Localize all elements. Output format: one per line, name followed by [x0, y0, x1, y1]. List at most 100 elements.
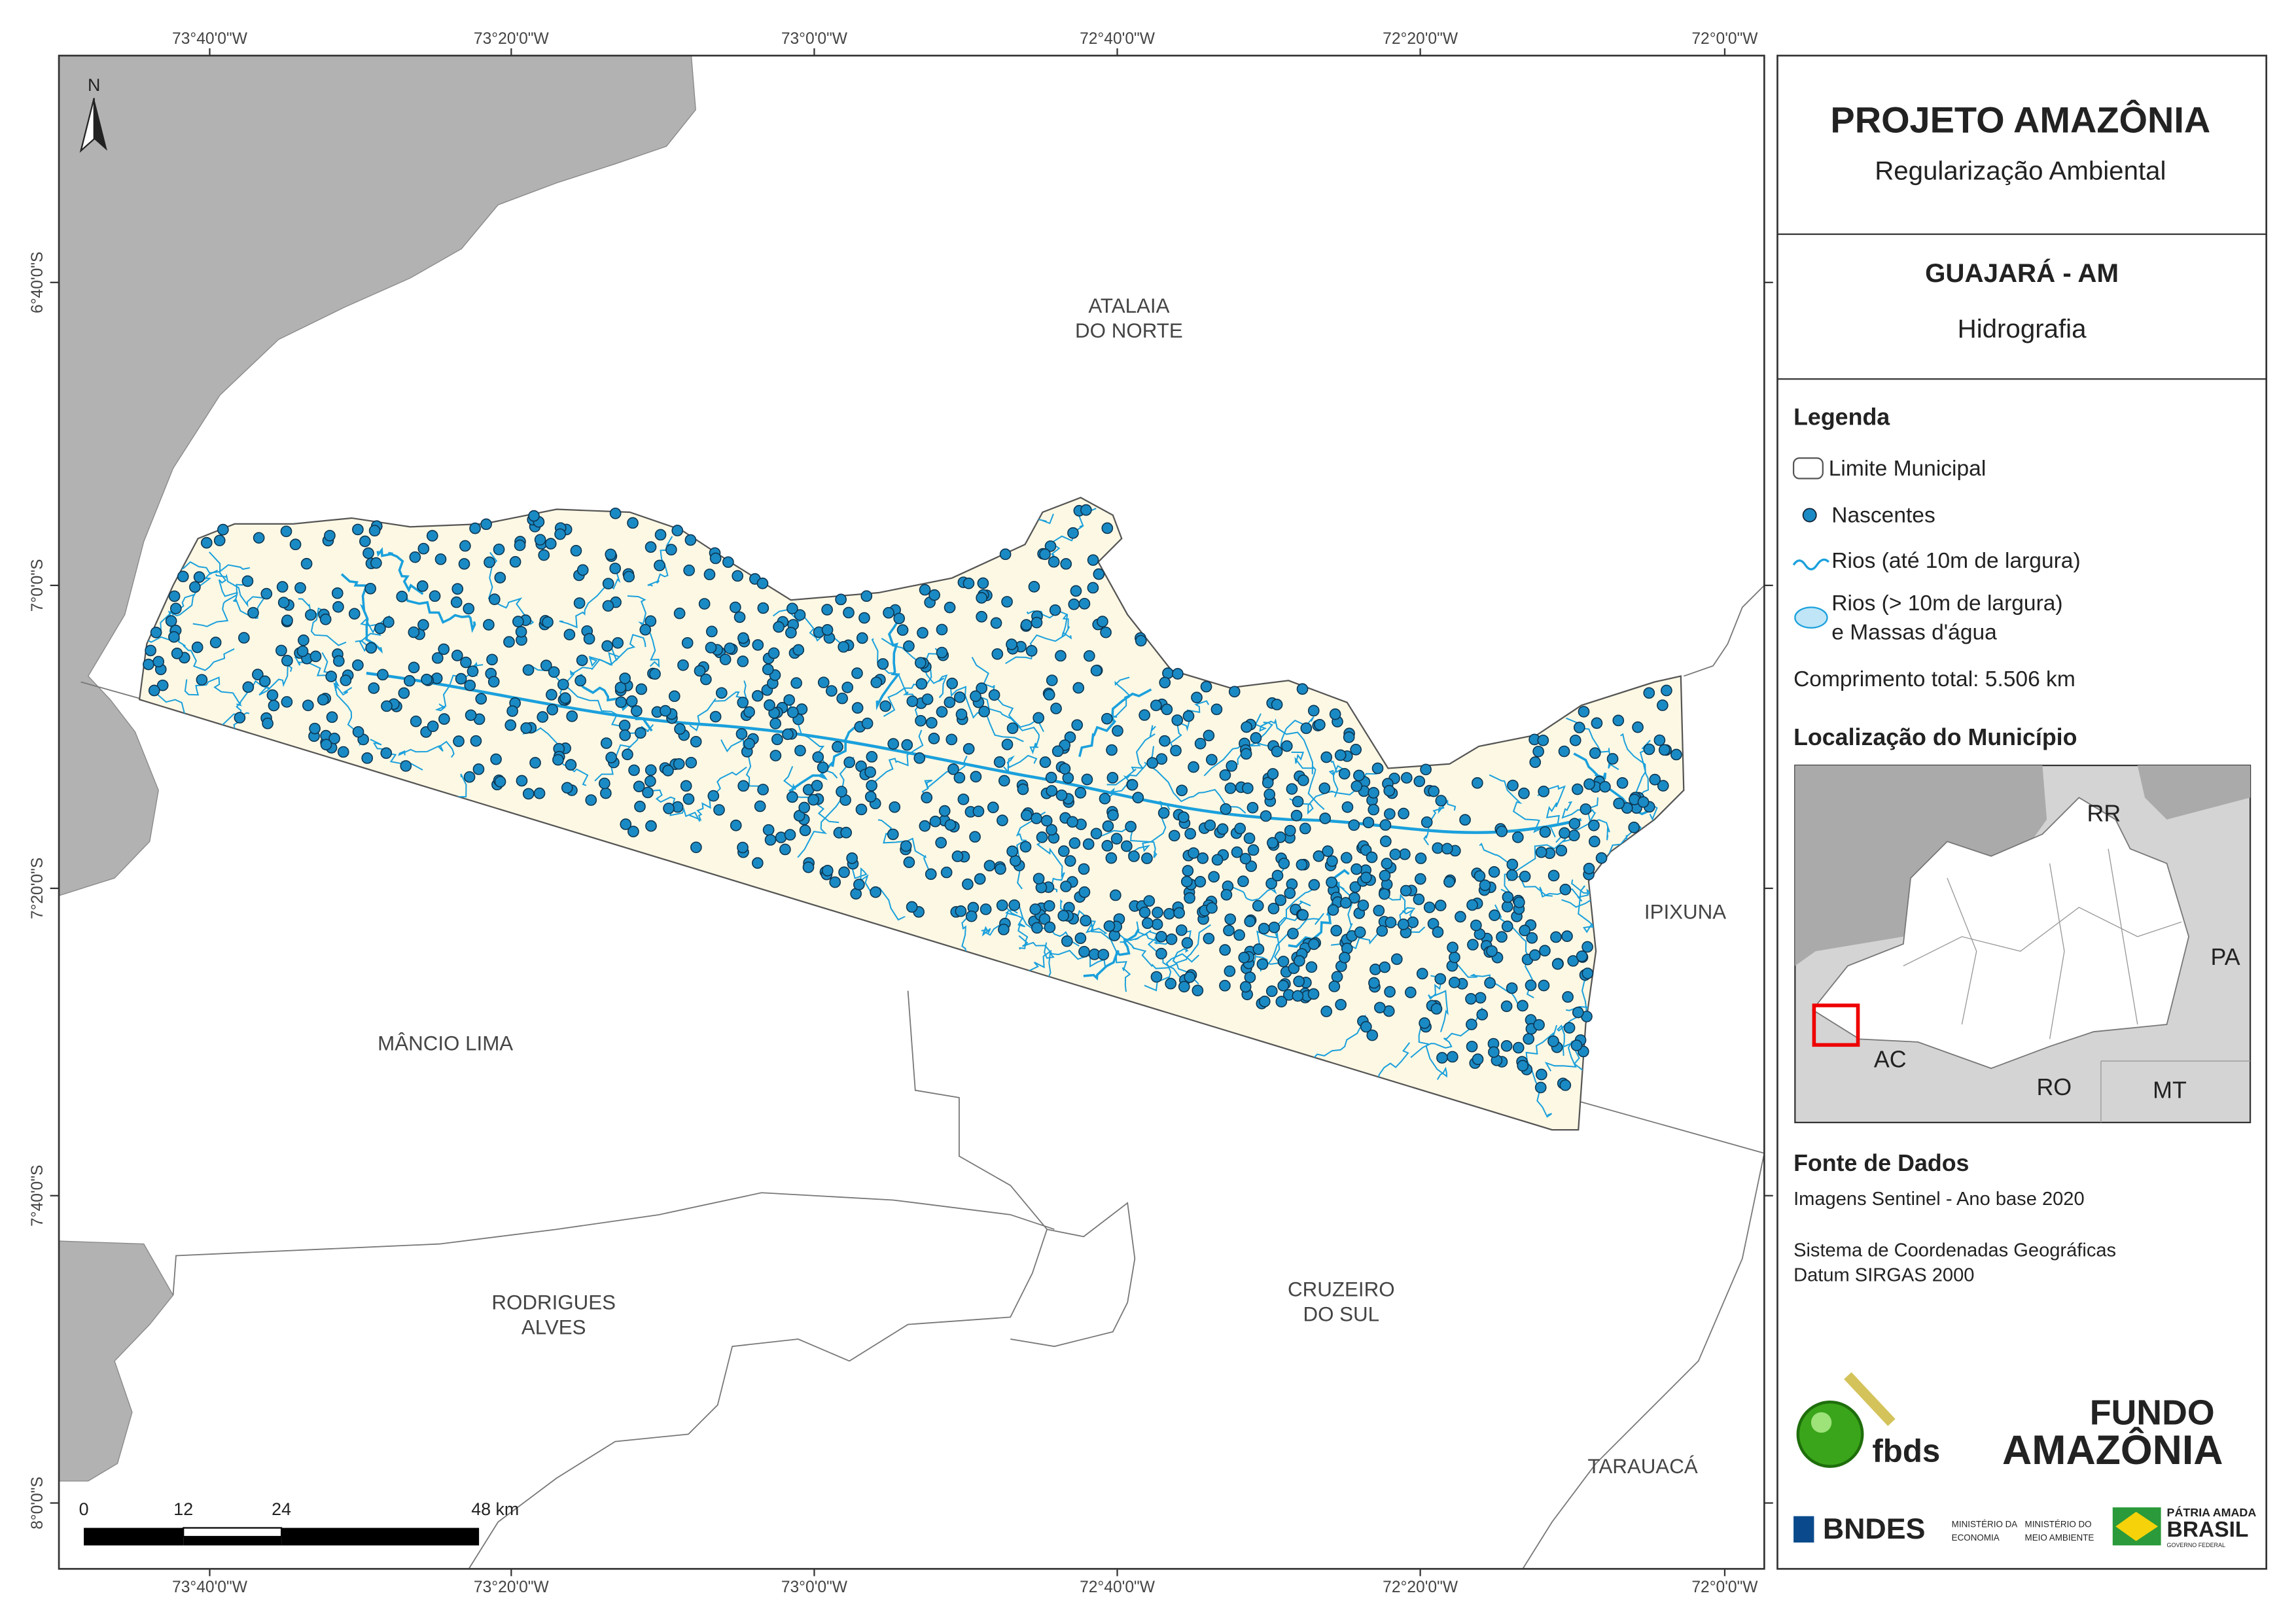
logo-text: FUNDO: [2090, 1393, 2215, 1433]
spring: [1506, 858, 1519, 871]
spring: [1384, 986, 1396, 998]
spring: [1307, 988, 1320, 1000]
spring: [1178, 981, 1190, 993]
spring: [752, 689, 764, 702]
spring: [168, 590, 181, 602]
state-label: RO: [2036, 1074, 2072, 1100]
spring: [1518, 787, 1530, 799]
spring: [1470, 919, 1482, 932]
spring: [1292, 990, 1304, 1002]
spring: [234, 712, 246, 724]
spring: [1385, 916, 1397, 928]
river: [1109, 676, 1131, 718]
spring: [957, 794, 970, 805]
spring: [1081, 773, 1093, 786]
spring: [1300, 722, 1313, 735]
spring: [1581, 968, 1594, 979]
legend-label: Rios (até 10m de largura): [1831, 549, 2080, 573]
spring: [1025, 645, 1038, 657]
longitude-label: 72°0'0"W: [1691, 1579, 1758, 1596]
spring: [951, 850, 964, 862]
amazonas-state: [1811, 797, 2190, 1070]
spring: [1182, 710, 1195, 722]
latitude-label: 7°40'0"S: [29, 1165, 46, 1227]
spring: [1191, 691, 1203, 704]
spring: [1414, 873, 1426, 885]
spring: [668, 690, 680, 703]
spring: [1172, 668, 1184, 680]
logo-text: BRASIL: [2167, 1518, 2249, 1542]
spring: [1330, 924, 1343, 937]
spring: [1318, 782, 1331, 794]
place-label: DO SUL: [1303, 1302, 1380, 1325]
spring: [169, 602, 182, 615]
spring: [730, 601, 741, 614]
spring: [1156, 947, 1167, 960]
river: [398, 741, 455, 758]
spring: [1121, 840, 1133, 852]
spring: [364, 582, 376, 595]
spring: [1173, 907, 1185, 919]
spring: [953, 771, 966, 784]
spring: [352, 725, 364, 738]
spring: [786, 706, 799, 718]
spring: [417, 542, 430, 555]
spring: [829, 876, 841, 888]
spring: [1020, 619, 1033, 631]
spring: [1268, 921, 1280, 934]
spring: [191, 641, 203, 654]
spring: [1583, 862, 1595, 875]
spring: [398, 687, 410, 699]
spring: [1643, 743, 1655, 756]
spring: [490, 753, 502, 765]
spring: [861, 717, 874, 729]
spring: [1180, 875, 1193, 888]
river: [1203, 722, 1273, 777]
spring: [1135, 635, 1147, 647]
spring: [1051, 745, 1064, 758]
spring: [1576, 950, 1588, 962]
spring: [520, 722, 532, 734]
foreign-land: [59, 56, 696, 896]
spring: [853, 879, 865, 890]
spring: [771, 733, 783, 746]
spring: [864, 766, 876, 778]
spring: [694, 665, 706, 677]
spring: [1082, 838, 1095, 850]
latitude-label: 6°40'0"S: [29, 252, 46, 313]
spring: [1305, 961, 1318, 973]
river: [978, 695, 1040, 754]
spring: [988, 689, 1000, 701]
river: [405, 597, 476, 633]
spring: [1298, 775, 1309, 786]
spring: [901, 739, 913, 751]
spring: [743, 738, 755, 750]
place-label: RODRIGUES: [491, 1291, 616, 1314]
spring: [1421, 816, 1433, 828]
spring: [1432, 842, 1444, 854]
spring: [504, 719, 517, 731]
spring: [1612, 714, 1625, 727]
spring: [976, 682, 987, 694]
boundary: [2108, 848, 2138, 1025]
spring: [1006, 845, 1018, 858]
river: [1114, 931, 1199, 985]
spring: [574, 674, 586, 687]
spring: [1128, 850, 1140, 862]
spring: [1613, 797, 1625, 810]
inset-foreign: [1795, 765, 2047, 966]
spring: [1078, 597, 1091, 610]
spring: [626, 695, 638, 707]
spring: [1357, 899, 1369, 911]
river: [788, 726, 856, 793]
logo-shape: [1810, 1412, 1832, 1433]
spring: [683, 564, 695, 576]
spring: [396, 591, 408, 602]
logo-shape: [2115, 1511, 2159, 1541]
spring: [1159, 735, 1171, 747]
spring: [493, 543, 505, 555]
river: [1556, 979, 1587, 1056]
scale-bar: 0 12 24 48 km: [79, 1499, 519, 1546]
spring: [200, 536, 213, 549]
